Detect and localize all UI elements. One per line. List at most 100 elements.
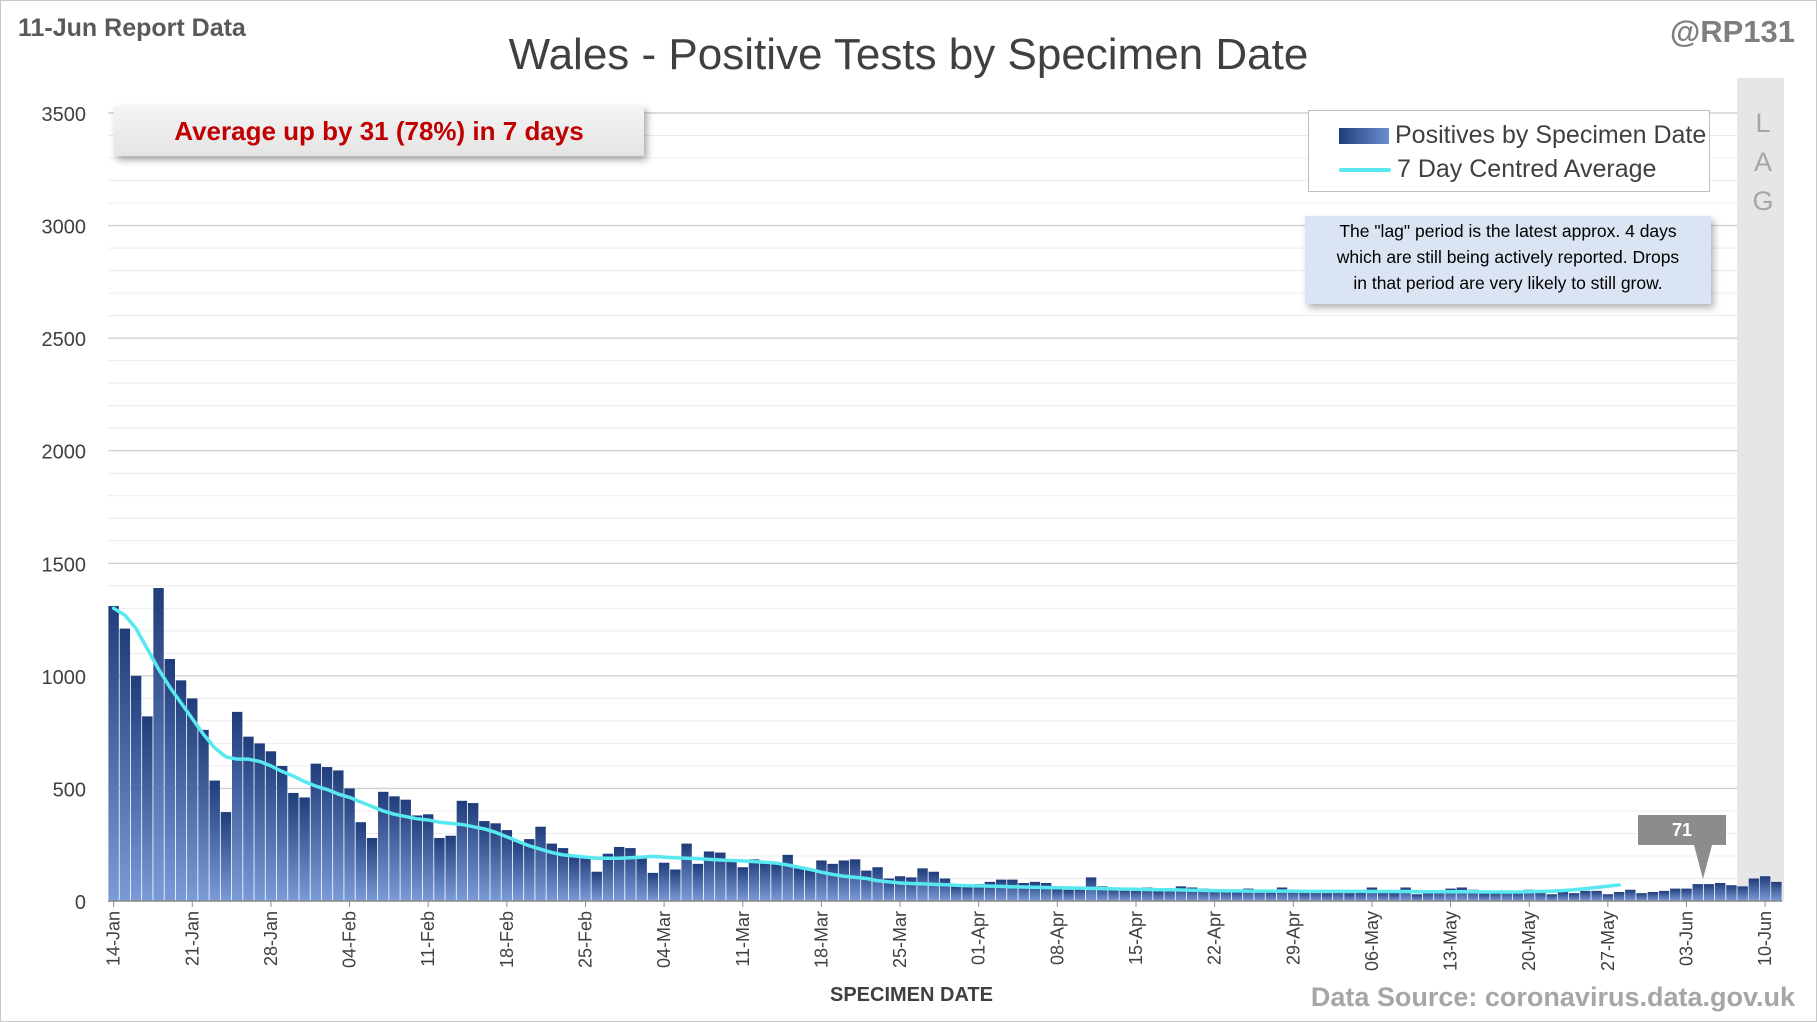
data-bar — [411, 815, 423, 901]
average-line-group — [111, 606, 1621, 894]
data-bar — [602, 853, 614, 901]
data-bar — [1636, 893, 1647, 901]
data-bar — [827, 863, 838, 901]
data-bar — [524, 839, 535, 901]
data-bar — [647, 872, 659, 901]
data-bar — [175, 680, 187, 901]
data-bar — [1299, 891, 1310, 901]
x-tick-label: 03-Jun — [1677, 911, 1697, 966]
data-bar — [333, 770, 344, 901]
data-bar — [1568, 893, 1580, 901]
callout-pointer — [1694, 845, 1712, 879]
data-bar — [1029, 881, 1041, 901]
lag-note-line: in that period are very likely to still … — [1353, 273, 1663, 293]
data-bar — [164, 658, 175, 901]
data-bar — [366, 837, 378, 901]
data-bar — [1175, 886, 1187, 901]
y-tick-label: 3500 — [42, 104, 87, 126]
y-tick-label: 3000 — [42, 217, 87, 239]
data-bar — [1142, 887, 1153, 901]
data-bar — [422, 814, 434, 901]
x-axis-label: SPECIMEN DATE — [830, 984, 993, 1006]
data-bar — [737, 867, 748, 901]
data-bar — [1546, 894, 1557, 901]
data-bar — [804, 869, 816, 901]
data-bar — [1119, 888, 1130, 901]
data-bar — [1670, 888, 1681, 901]
data-bar — [400, 799, 411, 901]
x-tick-label: 18-Mar — [811, 911, 831, 968]
data-bar — [1759, 876, 1771, 901]
data-bar — [1052, 888, 1063, 901]
axes: 0 500 1000 1500 2000 2500 3000 3500 14-Jan 21-Jan… — [42, 104, 1782, 971]
data-bar — [1524, 889, 1535, 901]
data-bar — [142, 716, 153, 901]
lag-period-shade — [1737, 78, 1784, 901]
data-bar — [1265, 890, 1277, 901]
x-tick-label: 01-Apr — [969, 911, 989, 965]
lag-explanation-note: The "lag" period is the latest approx. 4… — [1305, 216, 1711, 304]
data-bar — [1658, 890, 1670, 901]
x-tick-label: 04-Feb — [340, 911, 360, 968]
lag-note-line: which are still being actively reported.… — [1336, 247, 1680, 267]
data-bar — [265, 751, 277, 901]
data-bar — [1198, 888, 1209, 901]
data-bar — [231, 711, 243, 901]
data-bar — [816, 860, 827, 901]
data-bar — [1209, 889, 1220, 901]
data-bar — [613, 846, 625, 901]
data-bar — [1467, 889, 1479, 901]
data-bar — [108, 606, 119, 901]
data-bar — [1445, 888, 1456, 901]
data-bar — [1602, 894, 1614, 901]
x-tick-label: 22-Apr — [1205, 911, 1225, 965]
data-bar — [670, 869, 681, 901]
data-bar — [906, 877, 917, 901]
data-bar — [1377, 891, 1389, 901]
data-bar — [153, 588, 164, 901]
data-bar — [883, 878, 895, 901]
data-bar — [591, 871, 602, 901]
data-bar — [793, 868, 805, 901]
data-bar — [1220, 889, 1232, 901]
average-line — [111, 606, 1621, 894]
data-bar — [726, 860, 737, 901]
data-bar — [1389, 893, 1400, 901]
data-bar — [535, 826, 546, 901]
x-tick-label: 15-Apr — [1126, 911, 1146, 965]
x-tick-label: 21-Jan — [182, 911, 202, 966]
data-bar — [321, 767, 333, 901]
data-bar — [220, 812, 232, 901]
data-bar — [1153, 890, 1164, 901]
data-bar — [288, 792, 299, 901]
data-bar — [771, 863, 782, 901]
data-bar — [119, 628, 131, 901]
x-tick-label: 29-Apr — [1283, 911, 1303, 965]
data-bar — [445, 835, 456, 901]
data-bar — [1276, 887, 1288, 901]
y-tick-label: 0 — [75, 892, 86, 914]
data-bar — [1512, 891, 1524, 901]
legend-item-average: 7 Day Centred Average — [1339, 155, 1656, 184]
author-handle: @RP131 — [1669, 14, 1795, 49]
data-bar — [984, 881, 996, 901]
report-date-label: 11-Jun Report Data — [18, 14, 246, 42]
data-bar — [1288, 889, 1299, 901]
data-bar — [1692, 884, 1703, 901]
chart-title: Wales - Positive Tests by Specimen Date — [508, 30, 1309, 79]
data-bar — [243, 736, 254, 901]
data-bar — [1108, 888, 1119, 901]
data-bar — [1018, 882, 1029, 901]
data-bar — [187, 698, 198, 901]
data-bar — [1613, 891, 1625, 901]
data-bar — [1007, 879, 1018, 901]
data-bar — [310, 763, 322, 901]
data-bar — [625, 848, 636, 901]
data-bar — [467, 803, 479, 901]
data-bar — [1737, 886, 1748, 901]
data-bar — [569, 855, 580, 901]
data-bar — [692, 863, 704, 901]
data-bar — [1501, 890, 1512, 901]
legend-item-bars: Positives by Specimen Date — [1339, 121, 1706, 150]
